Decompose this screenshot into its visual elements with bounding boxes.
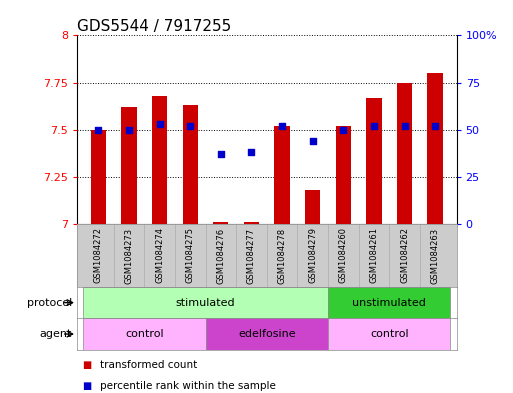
Text: GSM1084262: GSM1084262 xyxy=(400,228,409,283)
Point xyxy=(216,151,225,157)
Text: ■: ■ xyxy=(82,381,91,391)
Bar xyxy=(83,318,206,350)
Text: edelfosine: edelfosine xyxy=(238,329,295,339)
Bar xyxy=(328,287,450,318)
Bar xyxy=(366,97,382,224)
Point xyxy=(278,123,286,129)
Text: control: control xyxy=(370,329,408,339)
Point xyxy=(431,123,439,129)
Bar xyxy=(206,318,328,350)
Bar xyxy=(183,105,198,224)
Bar xyxy=(91,130,106,224)
Point xyxy=(94,127,103,133)
Text: agent: agent xyxy=(40,329,72,339)
Bar xyxy=(305,190,320,224)
Text: GSM1084273: GSM1084273 xyxy=(125,228,133,283)
Point xyxy=(370,123,378,129)
Text: transformed count: transformed count xyxy=(100,360,198,369)
Text: GSM1084260: GSM1084260 xyxy=(339,228,348,283)
Bar xyxy=(427,73,443,224)
Text: protocol: protocol xyxy=(27,298,72,308)
Bar xyxy=(152,96,167,224)
Text: GSM1084276: GSM1084276 xyxy=(216,228,225,283)
Text: GSM1084272: GSM1084272 xyxy=(94,228,103,283)
Bar xyxy=(83,287,328,318)
Bar xyxy=(122,107,136,224)
Point xyxy=(401,123,409,129)
Text: percentile rank within the sample: percentile rank within the sample xyxy=(100,381,276,391)
Text: GSM1084277: GSM1084277 xyxy=(247,228,256,283)
Text: GSM1084263: GSM1084263 xyxy=(430,228,440,283)
Text: stimulated: stimulated xyxy=(176,298,235,308)
Bar xyxy=(336,126,351,224)
Point xyxy=(339,127,347,133)
Bar xyxy=(213,222,228,224)
Text: ■: ■ xyxy=(82,360,91,369)
Point xyxy=(125,127,133,133)
Text: GDS5544 / 7917255: GDS5544 / 7917255 xyxy=(77,19,231,34)
Text: GSM1084279: GSM1084279 xyxy=(308,228,317,283)
Text: GSM1084274: GSM1084274 xyxy=(155,228,164,283)
Point xyxy=(309,138,317,144)
Bar xyxy=(244,222,259,224)
Text: unstimulated: unstimulated xyxy=(352,298,426,308)
Text: GSM1084278: GSM1084278 xyxy=(278,228,287,283)
Text: GSM1084275: GSM1084275 xyxy=(186,228,195,283)
Bar xyxy=(274,126,290,224)
Text: GSM1084261: GSM1084261 xyxy=(369,228,379,283)
Bar xyxy=(397,83,412,224)
Point xyxy=(186,123,194,129)
Bar xyxy=(328,318,450,350)
Text: control: control xyxy=(125,329,164,339)
Point xyxy=(155,121,164,127)
Point xyxy=(247,149,255,156)
